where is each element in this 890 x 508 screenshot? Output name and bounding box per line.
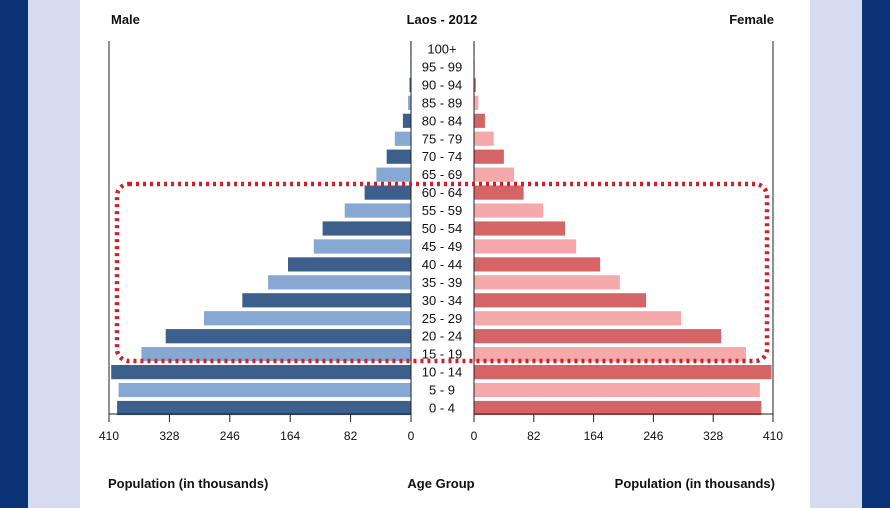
age-group-label: 45 - 49	[422, 239, 462, 254]
age-group-label: 35 - 39	[422, 275, 462, 290]
male-tick-label: 0	[408, 429, 415, 443]
female-bar	[474, 347, 747, 362]
age-group-label: 75 - 79	[422, 131, 462, 146]
age-group-label: 50 - 54	[422, 221, 462, 236]
age-group-label: 100+	[427, 42, 456, 57]
female-tick-label: 328	[703, 429, 723, 443]
male-bar	[408, 95, 411, 110]
female-bar	[474, 95, 479, 110]
male-bar	[364, 185, 411, 200]
female-x-axis-label: Population (in thousands)	[615, 476, 775, 491]
female-bar	[474, 167, 515, 182]
female-bar	[474, 149, 504, 164]
male-bar	[287, 257, 411, 272]
male-bar	[117, 400, 411, 416]
age-group-label: 30 - 34	[422, 293, 462, 308]
female-bar	[474, 221, 566, 236]
chart-title: Laos - 2012	[407, 12, 478, 27]
age-group-label: 90 - 94	[422, 77, 462, 92]
male-bar	[402, 113, 411, 128]
female-bar	[474, 365, 772, 380]
female-bar	[474, 400, 762, 416]
male-bars	[111, 41, 412, 416]
female-tick-label: 0	[471, 429, 478, 443]
male-tick-label: 328	[159, 429, 179, 443]
age-group-label: 5 - 9	[429, 383, 455, 398]
male-bar	[242, 293, 411, 308]
age-group-label: 20 - 24	[422, 329, 462, 344]
male-tick-label: 410	[99, 429, 119, 443]
female-header: Female	[729, 12, 774, 27]
age-group-label: 25 - 29	[422, 311, 462, 326]
male-tick-label: 82	[344, 429, 358, 443]
female-bar	[474, 311, 682, 326]
female-bar	[474, 239, 577, 254]
male-x-axis-label: Population (in thousands)	[108, 476, 268, 491]
female-bar	[474, 257, 601, 272]
male-bar	[394, 131, 411, 146]
male-tick-label: 164	[280, 429, 300, 443]
female-tick-label: 82	[527, 429, 541, 443]
female-tick-label: 410	[763, 429, 783, 443]
age-group-label: 15 - 19	[422, 347, 462, 362]
age-group-label: 95 - 99	[422, 59, 462, 74]
female-bar	[474, 329, 722, 344]
age-group-label: 40 - 44	[422, 257, 462, 272]
chart-panel	[80, 0, 810, 508]
female-bar	[474, 203, 544, 218]
male-tick-label: 246	[220, 429, 240, 443]
highlight-box	[114, 181, 770, 364]
female-bar	[474, 77, 476, 92]
male-bar	[376, 167, 411, 182]
age-group-label: 10 - 14	[422, 365, 462, 380]
male-bar	[344, 203, 411, 218]
female-bar	[474, 185, 524, 200]
center-x-axis-label: Age Group	[407, 476, 474, 491]
male-bar	[118, 382, 411, 398]
female-tick-label: 246	[643, 429, 663, 443]
age-group-label: 85 - 89	[422, 95, 462, 110]
age-group-label: 80 - 84	[422, 113, 462, 128]
age-group-labels: 100+ 95 - 99 90 - 94 85 - 89 80 - 84 75 - 79 7…	[422, 42, 462, 416]
female-bar	[474, 113, 485, 128]
female-bar	[474, 275, 620, 290]
female-bar	[474, 293, 647, 308]
male-bar	[268, 275, 411, 290]
female-tick-label: 164	[584, 429, 604, 443]
male-bar	[111, 365, 412, 380]
age-group-label: 60 - 64	[422, 185, 462, 200]
age-group-label: 70 - 74	[422, 149, 462, 164]
female-bar	[474, 131, 494, 146]
male-bar	[313, 239, 411, 254]
female-bar	[474, 382, 760, 398]
male-bar	[409, 77, 411, 92]
male-bar	[141, 347, 411, 362]
male-bar	[322, 221, 411, 236]
age-group-label: 0 - 4	[429, 401, 455, 416]
axes: 0 0 82 82 164 164 246 246 328 328 410 410	[99, 41, 783, 443]
age-group-label: 65 - 69	[422, 167, 462, 182]
age-group-label: 55 - 59	[422, 203, 462, 218]
male-bar	[204, 311, 411, 326]
male-bar	[386, 149, 411, 164]
male-bar	[165, 329, 411, 344]
male-header: Male	[111, 12, 140, 27]
female-bars	[474, 41, 772, 416]
